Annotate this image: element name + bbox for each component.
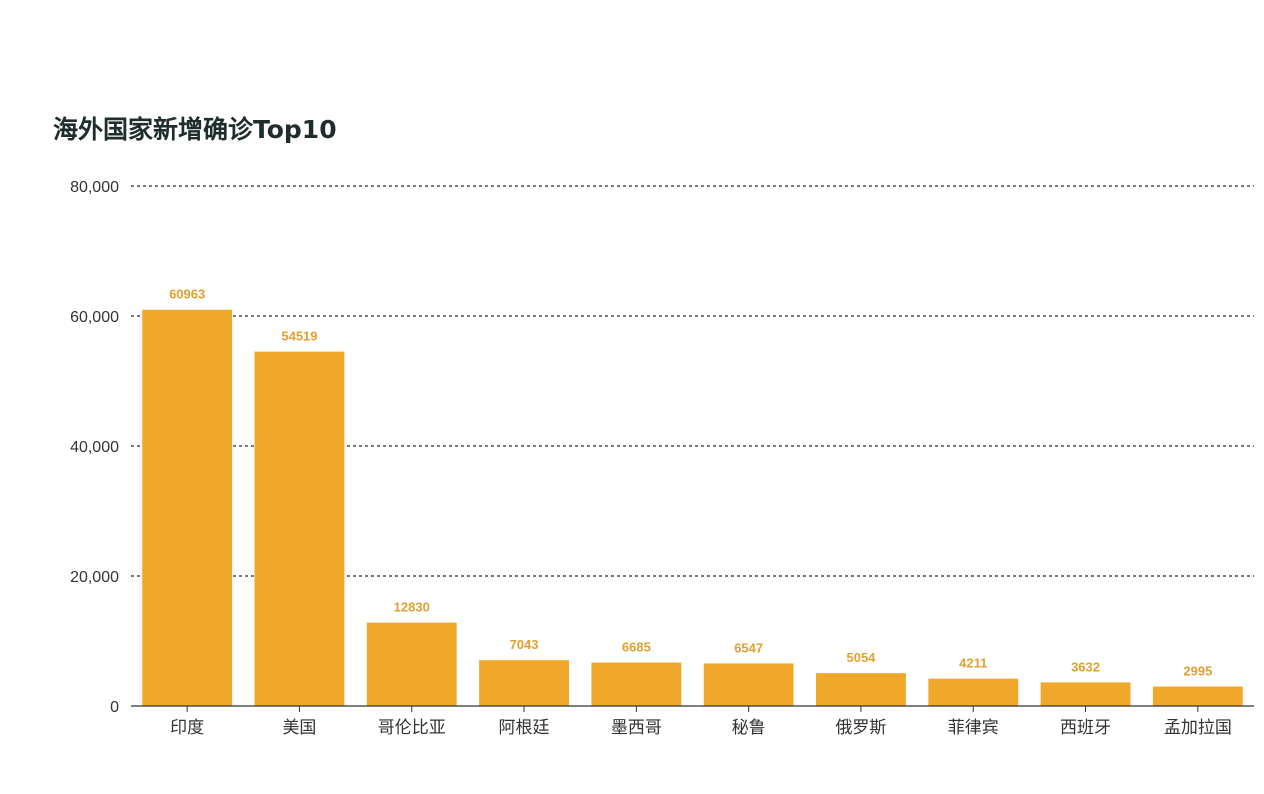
x-tick-label: 美国 (282, 718, 316, 738)
bar[interactable] (142, 309, 233, 706)
data-label: 6685 (622, 640, 651, 655)
data-label: 4211 (959, 656, 987, 671)
data-label: 54519 (281, 329, 317, 344)
bar[interactable] (1040, 682, 1131, 706)
bar[interactable] (479, 660, 569, 706)
bar[interactable] (1152, 686, 1243, 706)
data-label: 5054 (846, 650, 876, 665)
data-label: 7043 (510, 637, 539, 652)
x-tick-label: 哥伦比亚 (378, 718, 446, 738)
x-tick-label: 菲律宾 (948, 718, 999, 738)
bar[interactable] (928, 678, 1019, 706)
data-label: 12830 (394, 600, 430, 615)
bar[interactable] (816, 673, 906, 706)
x-tick-label: 俄罗斯 (835, 718, 886, 738)
bar[interactable] (591, 662, 682, 706)
bar[interactable] (254, 351, 345, 706)
x-tick-label: 墨西哥 (611, 718, 662, 738)
x-tick-label: 西班牙 (1060, 718, 1111, 738)
y-axis: 0 20,000 40,000 60,000 80,000 (70, 179, 119, 716)
bar[interactable] (366, 622, 457, 706)
bars (142, 309, 1243, 706)
y-tick-label: 60,000 (70, 309, 119, 326)
x-tick-label: 印度 (170, 718, 204, 738)
y-tick-label: 80,000 (70, 179, 119, 196)
data-label: 6547 (734, 640, 763, 655)
bar[interactable] (703, 663, 794, 706)
y-tick-label: 20,000 (70, 569, 119, 586)
chart-title: 海外国家新增确诊Top10 (53, 115, 337, 144)
y-tick-label: 0 (110, 699, 119, 716)
x-tick-label: 秘鲁 (732, 718, 766, 738)
y-tick-label: 40,000 (70, 439, 119, 456)
data-label: 60963 (169, 287, 205, 302)
data-labels: 60963 54519 12830 7043 6685 6547 5054 4211 3632 2… (169, 287, 1212, 679)
x-tick-label: 阿根廷 (499, 718, 550, 738)
x-tick-label: 孟加拉国 (1164, 718, 1232, 738)
data-label: 2995 (1183, 664, 1212, 679)
data-label: 3632 (1071, 659, 1100, 674)
x-axis: 印度 美国 哥伦比亚 阿根廷 墨西哥 秘鲁 俄罗斯 菲律宾 西班牙 孟加拉国 (131, 705, 1254, 738)
